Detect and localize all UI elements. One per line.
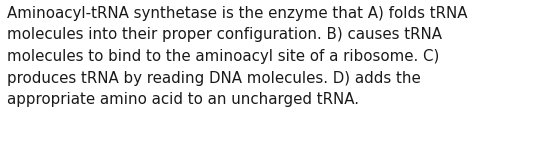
Text: Aminoacyl-tRNA synthetase is the enzyme that A) folds tRNA
molecules into their : Aminoacyl-tRNA synthetase is the enzyme … — [7, 6, 468, 107]
